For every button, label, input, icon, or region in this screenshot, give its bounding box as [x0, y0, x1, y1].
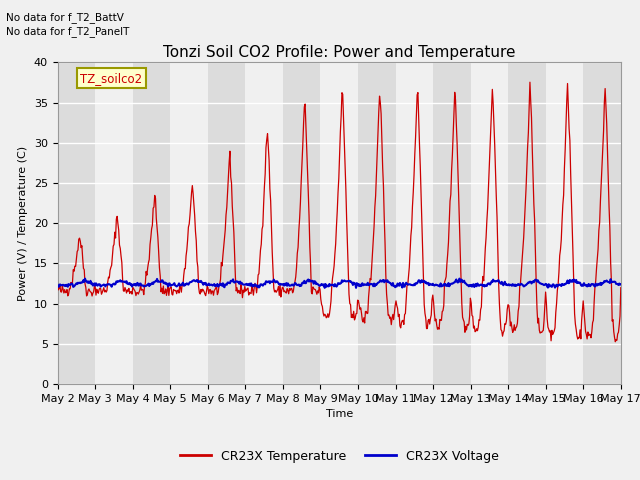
- Text: No data for f_T2_PanelT: No data for f_T2_PanelT: [6, 26, 130, 37]
- Bar: [508, 62, 546, 384]
- Bar: [208, 62, 245, 384]
- Legend: CR23X Temperature, CR23X Voltage: CR23X Temperature, CR23X Voltage: [175, 445, 504, 468]
- Title: Tonzi Soil CO2 Profile: Power and Temperature: Tonzi Soil CO2 Profile: Power and Temper…: [163, 45, 515, 60]
- X-axis label: Time: Time: [326, 409, 353, 419]
- Bar: [245, 62, 283, 384]
- Bar: [170, 62, 208, 384]
- Bar: [58, 62, 95, 384]
- Bar: [396, 62, 433, 384]
- Text: TZ_soilco2: TZ_soilco2: [80, 72, 142, 84]
- Bar: [358, 62, 396, 384]
- Bar: [95, 62, 132, 384]
- Bar: [470, 62, 508, 384]
- Bar: [583, 62, 621, 384]
- Y-axis label: Power (V) / Temperature (C): Power (V) / Temperature (C): [18, 145, 28, 301]
- Text: No data for f_T2_BattV: No data for f_T2_BattV: [6, 12, 124, 23]
- Bar: [433, 62, 470, 384]
- Bar: [132, 62, 170, 384]
- Bar: [283, 62, 321, 384]
- Bar: [321, 62, 358, 384]
- Bar: [546, 62, 583, 384]
